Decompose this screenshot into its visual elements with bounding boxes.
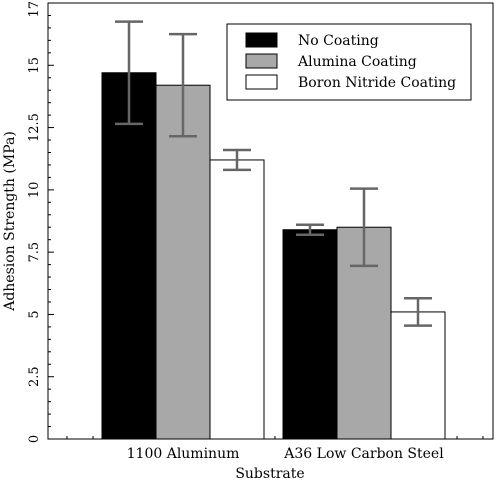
- y-tick-label: 2.5: [27, 366, 42, 387]
- y-tick-label: 7.5: [27, 242, 42, 263]
- bars: [101, 72, 446, 440]
- bar: [390, 311, 446, 440]
- bar: [209, 159, 265, 440]
- category-label: 1100 Aluminum: [127, 446, 240, 462]
- legend-swatch: [245, 53, 278, 69]
- y-tick-label: 17.5: [27, 0, 42, 17]
- legend-label: Alumina Coating: [297, 54, 417, 70]
- bar: [101, 72, 157, 440]
- error-bars: [115, 20, 432, 327]
- y-axis-label: Adhesion Strength (MPa): [2, 131, 18, 312]
- y-axis: 0 2.5 5 7.5 10 12.5 15 17.5: [27, 0, 54, 443]
- bar: [282, 229, 338, 440]
- category-label: A36 Low Carbon Steel: [283, 446, 444, 462]
- y-tick-label: 12.5: [27, 113, 42, 142]
- x-axis-label: Substrate: [235, 466, 304, 480]
- legend-label: Boron Nitride Coating: [298, 75, 456, 91]
- y-tick-label: 0: [27, 435, 42, 443]
- y-tick-label: 10: [27, 182, 42, 199]
- legend: No Coating Alumina Coating Boron Nitride C…: [226, 23, 472, 101]
- legend-label: No Coating: [298, 33, 379, 49]
- legend-swatch: [245, 74, 278, 90]
- bar: [155, 84, 211, 440]
- y-tick-label: 15: [27, 57, 42, 74]
- legend-swatch: [245, 32, 278, 48]
- y-tick-label: 5: [27, 310, 42, 318]
- category-labels: 1100 Aluminum A36 Low Carbon Steel: [127, 446, 445, 462]
